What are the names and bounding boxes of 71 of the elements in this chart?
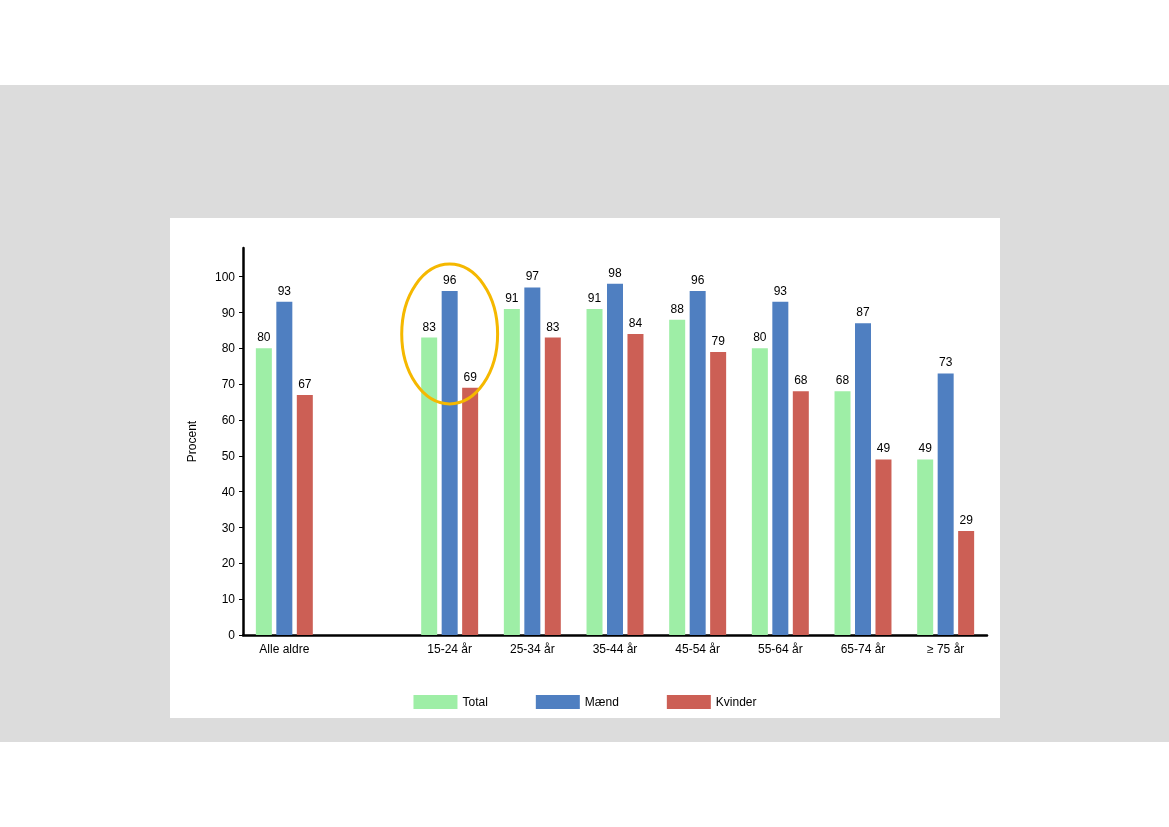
bar <box>792 391 809 635</box>
data-label: 68 <box>794 373 808 388</box>
data-label: 96 <box>442 273 457 287</box>
data-label: 91 <box>587 290 602 305</box>
bar <box>524 287 541 635</box>
bar <box>276 301 293 635</box>
data-label: 91 <box>505 290 519 305</box>
data-label: 80 <box>753 330 767 345</box>
data-label: 49 <box>876 441 891 456</box>
data-label: 88 <box>670 301 685 316</box>
legend-label: Kvinder <box>715 695 757 709</box>
bar <box>669 319 686 635</box>
bar <box>586 308 603 635</box>
data-label: 87 <box>856 305 870 320</box>
x-tick-label: Alle aldre <box>259 642 310 656</box>
data-label: 97 <box>525 269 540 284</box>
bar <box>255 348 272 635</box>
data-label: 84 <box>628 316 643 330</box>
y-tick-label: 100 <box>214 269 236 284</box>
y-tick-label: 10 <box>221 592 236 607</box>
data-label: 69 <box>463 369 478 384</box>
data-label: 83 <box>546 319 560 334</box>
data-label: 96 <box>690 273 705 287</box>
x-tick-label: 55-64 år <box>757 642 803 656</box>
y-tick-label: 30 <box>221 520 236 535</box>
data-label: 83 <box>422 319 437 334</box>
bar <box>958 531 975 635</box>
y-tick-label: 50 <box>221 448 236 463</box>
bar <box>607 283 623 635</box>
legend-label: Mænd <box>584 695 619 709</box>
x-tick-label: 45-54 år <box>675 642 721 656</box>
y-tick-label: 20 <box>221 556 236 571</box>
bar <box>421 337 438 635</box>
data-label: 49 <box>918 441 933 456</box>
data-label: 79 <box>711 333 726 348</box>
bar <box>937 373 954 635</box>
bar <box>772 301 789 635</box>
y-tick-label: 70 <box>221 377 236 392</box>
bar <box>917 459 934 635</box>
bar <box>834 391 851 635</box>
bar <box>751 348 768 635</box>
bar <box>296 394 313 635</box>
legend-label: Total <box>462 695 488 709</box>
x-tick-label: 15-24 år <box>427 642 473 656</box>
data-label: 73 <box>938 355 953 370</box>
bar <box>710 351 727 635</box>
data-label: 67 <box>298 376 312 391</box>
x-tick-label: 25-34 år <box>509 642 555 656</box>
y-axis-title: Procent <box>185 420 199 463</box>
y-tick-label: 80 <box>221 341 236 356</box>
bar <box>875 459 892 635</box>
bar <box>627 334 644 635</box>
data-label: 29 <box>959 513 974 528</box>
bar <box>855 323 871 635</box>
data-label: 93 <box>277 283 292 298</box>
bar <box>462 387 479 635</box>
x-tick-label: 65-74 år <box>840 642 886 656</box>
bar <box>689 291 706 635</box>
y-tick-label: 60 <box>221 413 236 427</box>
x-tick-label: ≥ 75 år <box>927 642 965 656</box>
bar <box>544 337 561 635</box>
bar <box>441 291 458 635</box>
data-label: 80 <box>257 330 271 345</box>
data-label: 98 <box>608 265 622 280</box>
bar <box>503 308 520 635</box>
data-label: 68 <box>835 373 850 388</box>
y-tick-label: 40 <box>221 484 236 499</box>
data-label: 93 <box>773 283 788 298</box>
y-tick-label: 90 <box>221 305 236 320</box>
x-tick-label: 35-44 år <box>592 642 638 656</box>
y-tick-label: 0 <box>228 628 236 642</box>
